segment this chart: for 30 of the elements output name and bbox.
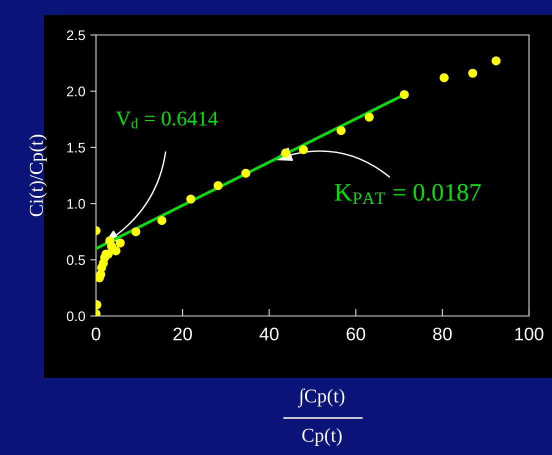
x-axis-title: ∫Cp(t) Cp(t) xyxy=(298,388,344,446)
x-tick-label: 20 xyxy=(173,328,192,340)
y-tick-label: 2.5 xyxy=(66,30,86,40)
point xyxy=(116,238,125,248)
point xyxy=(492,56,501,66)
y-tick-label: 0.0 xyxy=(66,311,86,322)
x-tick-label: 40 xyxy=(260,328,279,340)
x-tick-label: 0 xyxy=(92,328,100,340)
x-tick-label: 80 xyxy=(433,328,452,340)
x-tick-label: 60 xyxy=(346,328,366,340)
point xyxy=(364,112,374,122)
point xyxy=(214,181,223,190)
point xyxy=(111,246,120,256)
annotation: K$_{PAT}$ = 0.0187 xyxy=(334,184,481,204)
x-tick-label: 100 xyxy=(515,328,544,340)
point xyxy=(400,90,409,100)
point xyxy=(157,216,166,225)
point xyxy=(241,168,250,178)
y-tick-label: 2.0 xyxy=(66,86,86,96)
annotation: V$_{d}$ = 0.6414 xyxy=(116,111,218,128)
point xyxy=(468,68,478,78)
y-tick-label: 0.5 xyxy=(66,255,86,265)
y-axis-title: Ci(t)/Cp(t) xyxy=(29,134,47,216)
point xyxy=(186,194,196,204)
y-tick-label: 1.0 xyxy=(67,198,86,209)
point xyxy=(131,227,140,236)
point xyxy=(440,73,449,82)
point xyxy=(298,145,308,154)
y-tick-label: 1.5 xyxy=(67,142,86,153)
point xyxy=(336,126,346,136)
